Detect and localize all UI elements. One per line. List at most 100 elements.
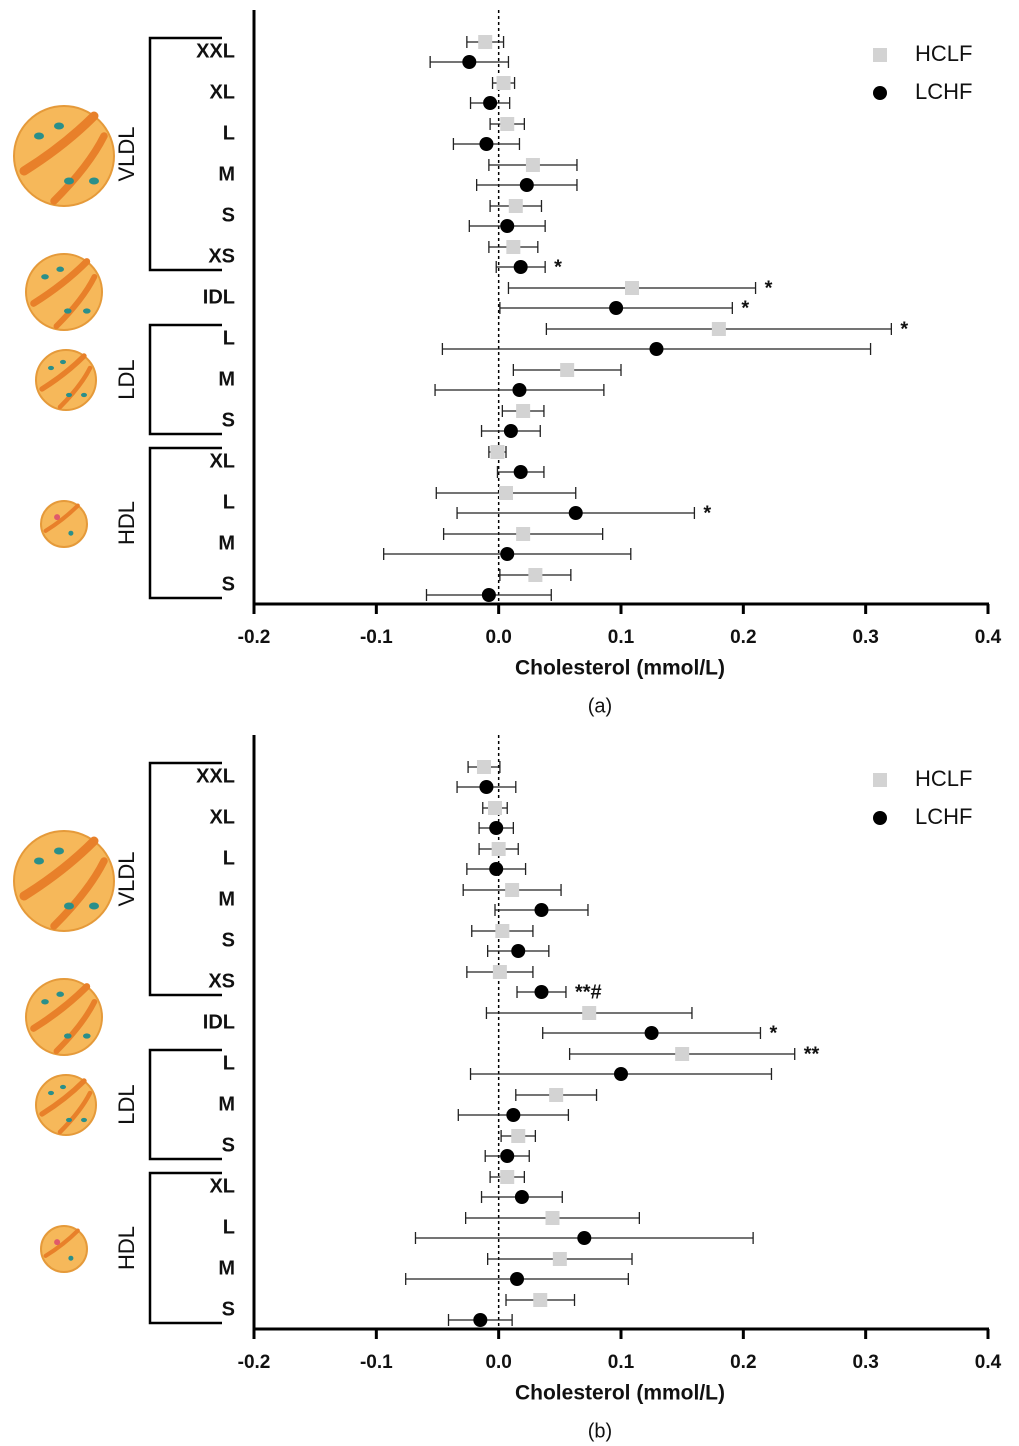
x-tick-label: -0.2 xyxy=(238,627,271,648)
particle-body xyxy=(40,1225,88,1273)
point xyxy=(568,506,583,520)
particle-stripe xyxy=(39,353,87,392)
group-label: HDL xyxy=(114,1226,139,1270)
particle-stripe xyxy=(50,132,108,205)
particle-icon xyxy=(13,105,115,207)
particle-dot xyxy=(48,1090,54,1096)
category-label: L xyxy=(223,847,235,869)
point xyxy=(516,527,531,541)
particle-dot xyxy=(89,177,99,185)
group-bracket xyxy=(148,761,222,997)
point xyxy=(503,424,518,438)
point xyxy=(534,985,549,999)
particle-stripe xyxy=(43,503,80,533)
point xyxy=(516,404,531,418)
point xyxy=(487,801,502,815)
category-label: S xyxy=(222,573,235,595)
group-label: VLDL xyxy=(114,126,139,181)
particle-dot xyxy=(64,308,72,314)
point xyxy=(513,465,528,479)
category-label: L xyxy=(223,122,235,144)
point xyxy=(479,137,494,151)
category-label: S xyxy=(222,409,235,431)
particle-dot xyxy=(56,991,64,997)
panel-label: (b) xyxy=(588,1420,612,1442)
point xyxy=(528,568,543,582)
point xyxy=(560,363,575,377)
particle-stripe xyxy=(57,365,93,410)
particle-icon xyxy=(13,830,115,932)
particle-dot xyxy=(54,122,64,130)
category-label: M xyxy=(218,1093,235,1115)
point xyxy=(582,1006,597,1020)
legend-marker xyxy=(873,86,887,100)
point xyxy=(483,96,498,110)
particle-dot xyxy=(83,308,91,314)
category-label: XXL xyxy=(196,765,235,787)
x-tick-label: 0.1 xyxy=(608,1352,635,1373)
point xyxy=(525,158,540,172)
legend-label: HCLF xyxy=(915,41,972,66)
category-label: XS xyxy=(208,245,235,267)
category-label: L xyxy=(223,1052,235,1074)
point xyxy=(489,862,504,876)
particle-stripe xyxy=(57,1090,93,1135)
particle-dot xyxy=(64,1033,72,1039)
x-axis-label: Cholesterol (mmol/L) xyxy=(515,657,725,680)
significance-label: * xyxy=(554,256,562,278)
particle-stripe xyxy=(50,857,108,930)
particle-dot xyxy=(34,857,44,865)
point xyxy=(609,301,624,315)
particle-dot xyxy=(66,1117,72,1123)
category-label: M xyxy=(218,163,235,185)
x-tick-label: -0.2 xyxy=(238,1352,271,1373)
point xyxy=(505,883,520,897)
significance-label: * xyxy=(703,502,711,524)
particle-dot xyxy=(68,530,74,536)
x-tick-label: 0.1 xyxy=(608,627,635,648)
category-label: M xyxy=(218,532,235,554)
category-label: S xyxy=(222,1298,235,1320)
point xyxy=(473,1313,488,1327)
x-axis-label: Cholesterol (mmol/L) xyxy=(515,1382,725,1405)
point xyxy=(492,965,507,979)
significance-label: * xyxy=(900,318,908,340)
group-label: LDL xyxy=(114,359,139,399)
panel-label: (a) xyxy=(588,695,612,717)
significance-label: * xyxy=(765,277,773,299)
group-bracket xyxy=(148,1171,222,1325)
point xyxy=(500,219,515,233)
point xyxy=(644,1026,659,1040)
particle-body xyxy=(40,500,88,548)
point xyxy=(625,281,640,295)
category-label: XXL xyxy=(196,40,235,62)
significance-label: * xyxy=(741,297,749,319)
x-tick-label: 0.0 xyxy=(485,627,511,648)
x-tick-label: 0.2 xyxy=(730,1352,756,1373)
point xyxy=(478,35,493,49)
group-bracket xyxy=(148,1048,222,1161)
legend-label: HCLF xyxy=(915,766,972,791)
point xyxy=(533,1293,548,1307)
legend-marker xyxy=(873,811,887,825)
group-bracket xyxy=(148,446,222,600)
point xyxy=(506,1108,521,1122)
particle-dot xyxy=(60,1084,66,1090)
particle-body xyxy=(25,253,103,331)
point xyxy=(514,1190,529,1204)
point xyxy=(711,322,726,336)
legend-marker xyxy=(873,48,887,62)
point xyxy=(499,486,514,500)
category-label: XL xyxy=(209,1175,235,1197)
particle-stripe xyxy=(30,258,91,307)
particle-dot xyxy=(66,392,72,398)
point xyxy=(500,547,515,561)
point xyxy=(495,924,510,938)
x-tick-label: -0.1 xyxy=(360,627,393,648)
point xyxy=(506,240,521,254)
legend-marker xyxy=(873,773,887,787)
group-bracket xyxy=(148,323,222,436)
particle-icon xyxy=(40,1225,88,1273)
particle-stripe xyxy=(53,998,98,1055)
